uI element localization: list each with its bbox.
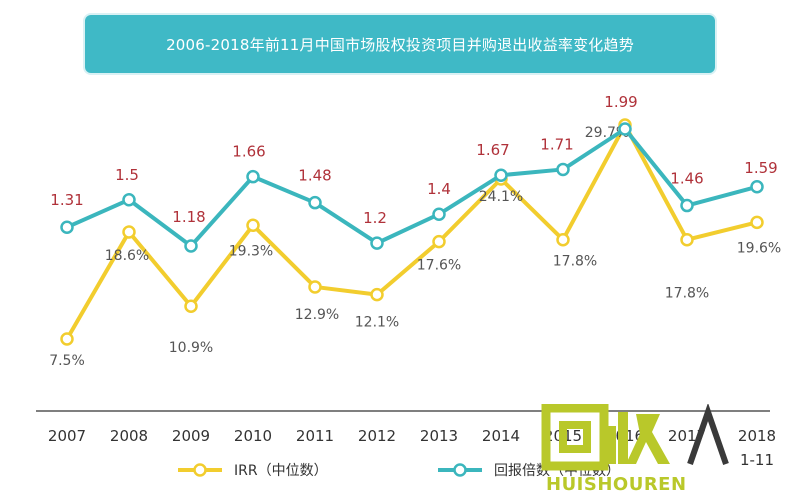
x-tick-label: 2013 xyxy=(420,427,458,445)
watermark-logo: HUISHOUREN xyxy=(540,402,730,496)
multiple-data-label: 1.67 xyxy=(476,141,509,159)
multiple-data-point xyxy=(432,207,446,221)
multiple-data-label: 1.4 xyxy=(427,180,451,198)
multiple-data-point xyxy=(308,195,322,210)
multiple-data-point xyxy=(246,169,260,184)
multiple-data-point xyxy=(680,198,694,213)
irr-data-point xyxy=(122,225,136,239)
watermark-text: HUISHOUREN xyxy=(546,474,687,495)
multiple-data-label: 1.59 xyxy=(744,159,777,177)
irr-data-label: 19.6% xyxy=(737,240,781,256)
legend-label-irr: IRR（中位数） xyxy=(234,463,328,479)
irr-data-label: 17.8% xyxy=(665,286,709,302)
irr-data-point xyxy=(370,287,384,302)
multiple-data-label: 1.18 xyxy=(172,208,205,226)
irr-data-point xyxy=(556,232,570,247)
x-tick-label: 2009 xyxy=(172,427,210,445)
x-tick-label: 2008 xyxy=(110,427,148,445)
irr-data-label: 19.3% xyxy=(229,243,273,259)
x-tick-label: 2018 xyxy=(738,427,776,445)
x-tick-label: 2014 xyxy=(482,427,520,445)
multiple-data-label: 1.2 xyxy=(363,209,387,227)
multiple-data-label: 1.48 xyxy=(298,167,331,185)
chart-title: 2006-2018年前11月中国市场股权投资项目并购退出收益率变化趋势 xyxy=(166,35,634,54)
irr-data-label: 12.9% xyxy=(295,307,339,323)
x-tick-label: 2012 xyxy=(358,427,396,445)
multiple-data-point xyxy=(60,220,74,234)
multiple-data-point xyxy=(618,122,632,136)
multiple-data-point xyxy=(370,236,384,250)
multiple-data-label: 1.46 xyxy=(670,170,703,188)
legend-swatch-marker xyxy=(453,463,467,477)
irr-data-label: 29.7% xyxy=(585,125,629,141)
multiple-data-label: 1.66 xyxy=(232,143,265,161)
irr-data-label: 18.6% xyxy=(105,248,149,264)
irr-data-point xyxy=(432,234,446,249)
x-tick-label: 1-11 xyxy=(740,451,774,469)
multiple-data-point xyxy=(556,162,570,177)
irr-data-label: 17.6% xyxy=(417,258,461,274)
watermark-logo-icon xyxy=(541,402,729,471)
multiple-data-label: 1.99 xyxy=(604,93,637,111)
legend-swatch-marker xyxy=(193,463,207,477)
irr-data-point xyxy=(680,232,694,247)
irr-data-label: 10.9% xyxy=(169,340,213,356)
irr-data-point xyxy=(184,299,198,313)
irr-data-point xyxy=(750,215,764,230)
irr-data-point xyxy=(60,332,74,346)
multiple-data-label: 1.71 xyxy=(540,135,573,153)
irr-data-label: 17.8% xyxy=(553,254,597,270)
irr-data-label: 12.1% xyxy=(355,315,399,331)
irr-data-label: 7.5% xyxy=(49,353,85,369)
multiple-data-point xyxy=(750,180,764,194)
x-tick-label: 2011 xyxy=(296,427,334,445)
multiple-data-point xyxy=(184,239,198,253)
irr-data-point xyxy=(308,280,322,294)
multiple-series-line xyxy=(66,127,758,248)
multiple-data-label: 1.31 xyxy=(50,191,83,209)
multiple-data-label: 1.5 xyxy=(115,166,139,184)
x-tick-label: 2007 xyxy=(48,427,86,445)
irr-data-label: 24.1% xyxy=(479,189,523,205)
multiple-data-point xyxy=(122,193,136,207)
x-tick-label: 2010 xyxy=(234,427,272,445)
multiple-data-point xyxy=(494,168,508,182)
chart-title-box: 2006-2018年前11月中国市场股权投资项目并购退出收益率变化趋势 xyxy=(85,15,715,73)
irr-data-point xyxy=(246,218,260,233)
